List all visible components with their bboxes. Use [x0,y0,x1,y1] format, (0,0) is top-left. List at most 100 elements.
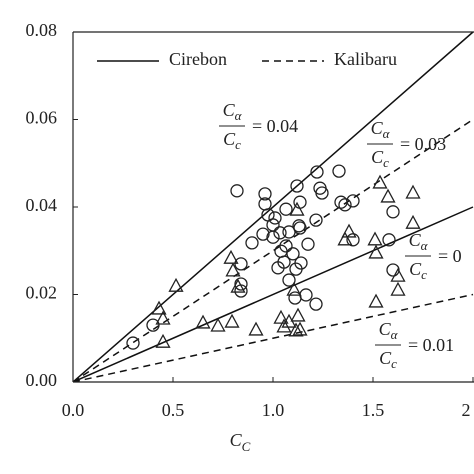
circle-point [382,233,396,247]
circle-point [299,288,313,302]
circle-point [313,181,327,195]
triangle-point [368,293,384,308]
triangle-point [289,201,305,216]
circle-point [279,239,293,253]
triangle-point [230,278,246,293]
y-tick-label: 0.02 [26,283,58,303]
circle-point [273,226,287,240]
numerator-main: C [371,118,384,138]
circle-point [126,336,140,350]
x-axis-label: CC [230,430,251,454]
circle-point [271,261,285,275]
annotation-denominator: Cc [371,147,389,170]
denominator-main: C [223,129,236,149]
annotation-numerator: Cα [371,118,391,141]
circle-point [266,230,280,244]
circle-point [310,165,324,179]
circle-point [386,205,400,219]
x-axis-label-main: C [230,430,243,450]
denominator-sub: c [235,137,241,152]
numerator-main: C [409,230,422,250]
triangle-point [341,223,357,238]
circle-point [234,257,248,271]
triangle-point [210,317,226,332]
triangle-point [276,318,292,333]
circle-point [332,164,346,178]
circle-point [301,237,315,251]
circle-point [286,247,300,261]
denominator-sub: c [421,267,427,282]
triangle-point [248,321,264,336]
circle-point [338,198,352,212]
circle-point [293,221,307,235]
denominator-main: C [409,259,422,279]
circle-point [282,273,296,287]
triangle-point [405,214,421,229]
circle-point [346,194,360,208]
triangle-point [368,244,384,259]
fit-line [73,206,474,382]
numerator-sub: α [421,238,429,253]
annotation-denominator: Cc [223,129,241,152]
circle-point [289,262,303,276]
triangle-point [405,184,421,199]
triangle-point [151,300,167,315]
triangle-point [337,231,353,246]
y-tick-label: 0.04 [26,195,58,215]
x-tick-label: 2 [462,400,471,420]
numerator-sub: α [383,126,391,141]
triangle-point [155,333,171,348]
circle-point [268,211,282,225]
numerator-sub: α [391,327,399,342]
triangle-point [195,314,211,329]
triangle-point [155,310,171,325]
circle-point [309,213,323,227]
triangle-point [168,277,184,292]
circle-point [234,277,248,291]
circle-point [266,218,280,232]
annotation-numerator: Cα [223,100,243,123]
x-tick-label: 1.0 [262,400,285,420]
circle-point [146,318,160,332]
denominator-main: C [371,147,384,167]
y-tick-label: 0.08 [26,20,58,40]
annotation-value: = 0.01 [408,335,454,355]
y-tick-label: 0.06 [26,108,58,128]
triangle-point [273,309,289,324]
triangle-point [224,313,240,328]
fit-line [73,118,474,382]
x-tick-label: 1.5 [362,400,385,420]
x-tick-label: 0.0 [62,400,85,420]
circle-point [309,297,323,311]
circle-point [279,202,293,216]
denominator-main: C [379,348,392,368]
triangle-point [223,249,239,264]
triangle-point [372,174,388,189]
annotation-denominator: Cc [379,348,397,371]
numerator-main: C [379,319,392,339]
denominator-sub: c [383,155,389,170]
triangle-point [380,188,396,203]
triangle-point [286,281,302,296]
circle-point [290,179,304,193]
legend-label: Kalibaru [334,49,397,69]
circle-point [346,233,360,247]
numerator-sub: α [235,108,243,123]
triangle-point [225,262,241,277]
annotation-value: = 0.04 [252,116,298,136]
circle-point [334,195,348,209]
triangle-point [390,281,406,296]
plot-area [73,31,474,382]
x-axis-label-sub: C [242,439,251,454]
fit-line [73,31,474,382]
annotation-numerator: Cα [409,230,429,253]
triangle-point [292,321,308,336]
circle-point [256,227,270,241]
triangle-point [288,322,304,337]
circle-point [245,236,259,250]
y-tick-label: 0.00 [26,370,58,390]
circle-point [230,184,244,198]
numerator-main: C [223,100,236,120]
annotation-value: = 0 [438,246,462,266]
